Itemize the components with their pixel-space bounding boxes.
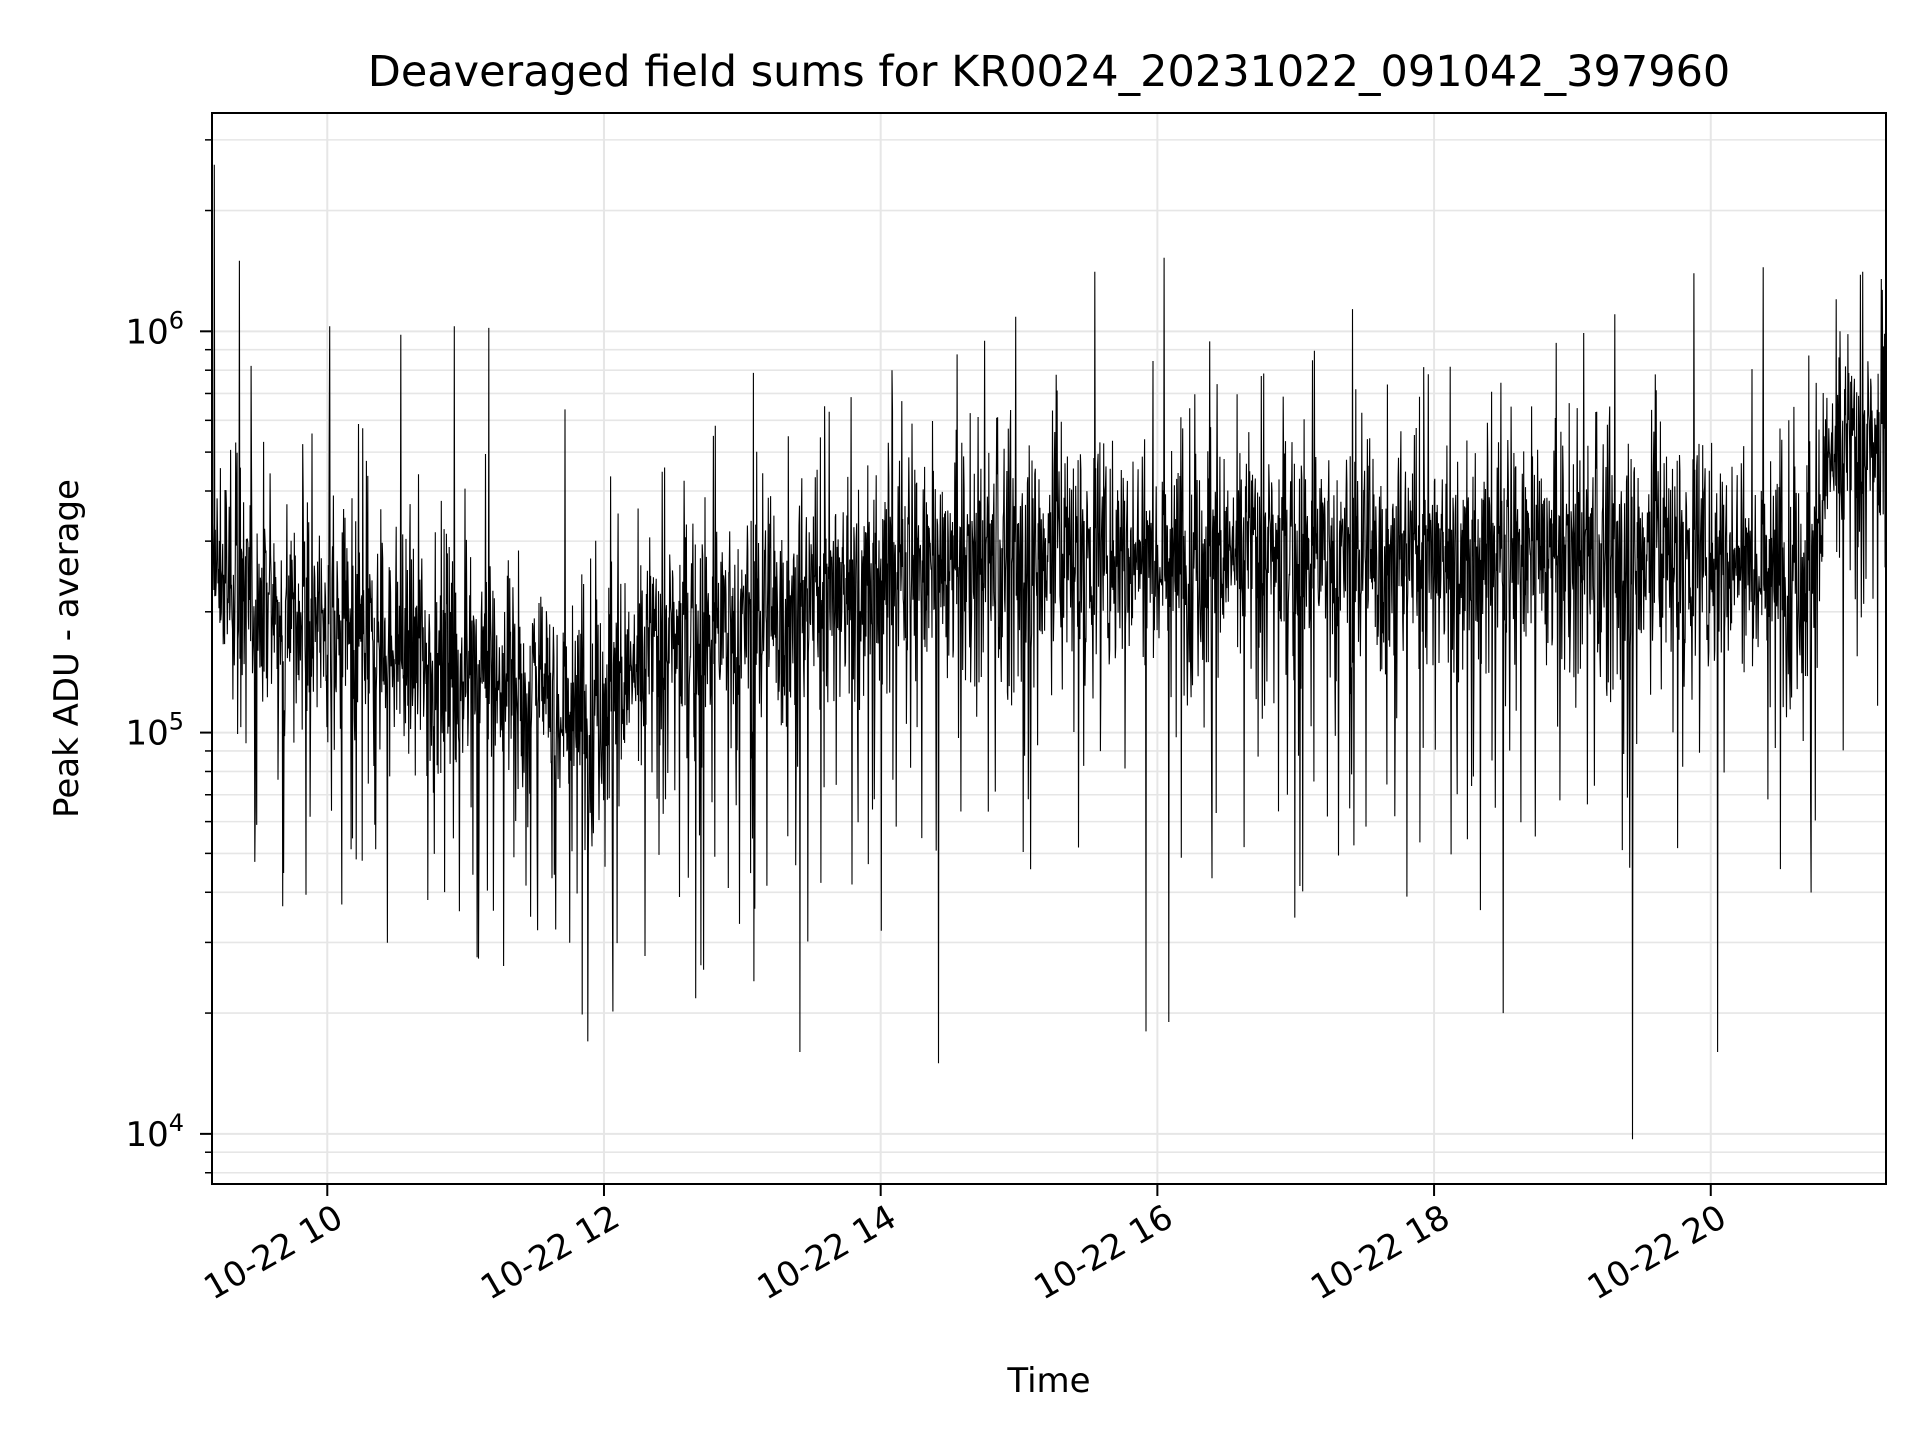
plot-frame — [212, 113, 1886, 1184]
grid — [212, 113, 1886, 1184]
x-tick-label: 10-22 12 — [474, 1197, 626, 1308]
x-tick-label: 10-22 10 — [197, 1197, 349, 1308]
y-tick-label: 106 — [125, 306, 184, 352]
y-tick-label: 105 — [125, 708, 184, 754]
x-tick-label: 10-22 16 — [1027, 1197, 1179, 1308]
x-tick-label: 10-22 18 — [1304, 1197, 1456, 1308]
x-axis: 10-22 10 10-22 12 10-22 14 10-22 16 10-22 18… — [197, 1184, 1733, 1308]
y-tick-base: 10 — [125, 1115, 168, 1155]
chart-title: Deaveraged field sums for KR0024_2023102… — [368, 47, 1731, 97]
series-path — [212, 165, 1886, 1139]
series-line — [212, 165, 1886, 1139]
y-tick-exponent: 5 — [169, 708, 184, 736]
y-tick-base: 10 — [125, 714, 168, 754]
y-tick-exponent: 6 — [169, 306, 184, 334]
x-axis-label: Time — [1006, 1361, 1090, 1401]
y-axis-label: Peak ADU - average — [47, 479, 87, 818]
x-tick-label: 10-22 14 — [751, 1197, 903, 1308]
x-tick-label: 10-22 20 — [1581, 1197, 1733, 1308]
y-tick-base: 10 — [125, 312, 168, 352]
y-tick-label: 104 — [125, 1109, 184, 1155]
y-tick-exponent: 4 — [169, 1109, 184, 1137]
